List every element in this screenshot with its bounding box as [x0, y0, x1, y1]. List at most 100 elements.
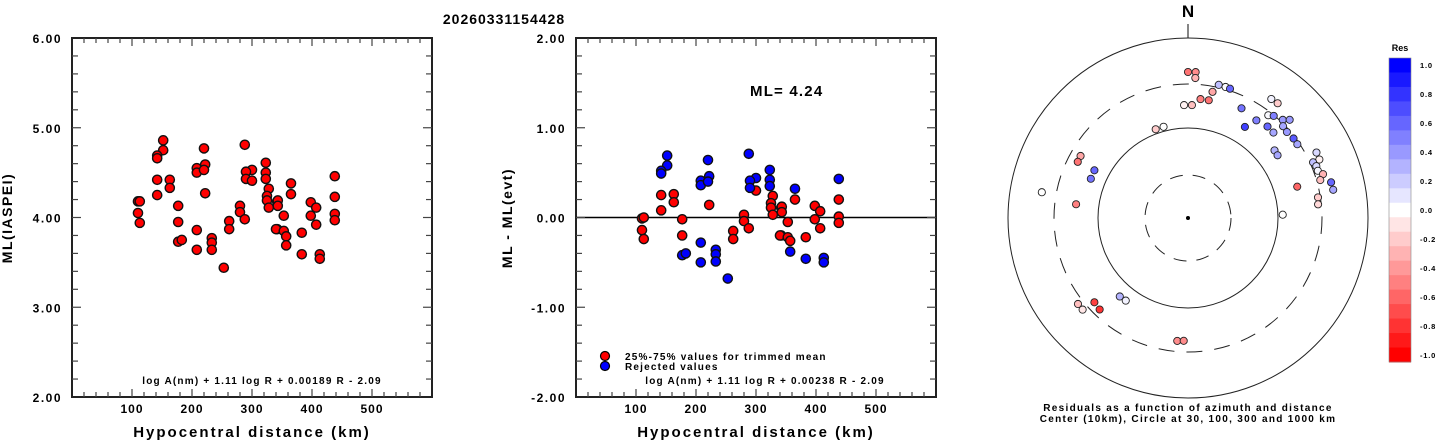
rejected-point — [764, 180, 776, 192]
colorbar-band — [1389, 188, 1411, 204]
colorbar-tick-label: 0.6 — [1420, 119, 1433, 128]
ml-point — [310, 202, 322, 213]
rejected-point — [818, 257, 830, 268]
figure-title: 20260331154428 — [443, 11, 565, 27]
x-tick-label: 300 — [240, 402, 263, 416]
ml-point — [239, 139, 251, 151]
station-marker — [1073, 157, 1082, 166]
trimmed-point — [789, 194, 801, 205]
station-marker — [1196, 95, 1205, 104]
station-marker — [1278, 210, 1287, 219]
center-dot — [1186, 216, 1190, 220]
station-marker — [1327, 178, 1336, 187]
rejected-point — [784, 246, 796, 257]
ml-point — [199, 187, 211, 199]
colorbar-band — [1389, 347, 1411, 363]
ml-point — [191, 224, 203, 236]
ml-point — [246, 175, 258, 187]
colorbar-band — [1389, 173, 1411, 189]
station-marker — [1090, 166, 1099, 175]
ml-point — [280, 231, 292, 242]
rejected-point — [661, 150, 673, 161]
ml-point — [285, 188, 297, 200]
ml-point — [239, 213, 251, 225]
ml-point — [172, 216, 184, 228]
colorbar-band — [1389, 159, 1411, 175]
trimmed-point — [655, 205, 667, 216]
colorbar-band — [1389, 115, 1411, 131]
station-marker — [1329, 185, 1338, 194]
colorbar-band — [1389, 130, 1411, 146]
caption-line-1: Residuals as a function of azimuth and d… — [1043, 403, 1332, 414]
station-marker — [1208, 87, 1217, 96]
data-points — [132, 135, 341, 274]
colorbar-tick-label: 0.8 — [1420, 90, 1433, 99]
ml-point — [314, 253, 326, 265]
ml-point — [272, 200, 284, 212]
colorbar-frame — [1388, 57, 1412, 363]
colorbar-band — [1389, 217, 1411, 233]
formula-label: log A(nm) + 1.11 log R + 0.00238 R - 2.0… — [645, 376, 884, 387]
ml-point — [260, 157, 272, 169]
ml-point — [157, 135, 169, 146]
y-tick-label: 5.00 — [33, 122, 62, 136]
trimmed-point — [738, 215, 750, 227]
colorbar-tick-label: -0.2 — [1420, 235, 1436, 244]
caption-line-2: Center (10km), Circle at 30, 100, 300 an… — [1040, 414, 1337, 425]
y-tick-label: 2.00 — [33, 391, 62, 405]
station-marker — [1252, 116, 1261, 125]
colorbar-bands — [1388, 57, 1412, 363]
axis-ticks — [576, 38, 936, 397]
trimmed-point — [833, 217, 845, 229]
ml-point — [296, 227, 308, 239]
colorbar-band — [1389, 304, 1411, 320]
colorbar-tick-label: -0.6 — [1420, 293, 1436, 302]
x-tick-label: 200 — [180, 402, 203, 416]
station-marker — [1269, 111, 1278, 120]
trimmed-point — [784, 235, 796, 247]
y-tick-labels: 2.00 3.00 4.00 5.00 6.00 — [33, 32, 62, 405]
ml-point — [191, 244, 203, 256]
ml-point — [305, 210, 317, 222]
ml-point — [329, 191, 341, 203]
residual-distance-plot: -2.00 -1.00 0.00 1.00 2.00 100 200 300 400 500 M… — [499, 32, 937, 441]
x-tick-labels: 100 200 300 400 500 — [624, 402, 887, 416]
station-marker — [1078, 305, 1087, 314]
station-marker — [1240, 122, 1249, 131]
ml-point — [285, 178, 297, 189]
station-marker — [1073, 299, 1083, 309]
station-marker — [1273, 99, 1282, 108]
x-tick-label: 500 — [864, 402, 887, 416]
y-axis-label: ML - ML(evt) — [499, 168, 515, 268]
station-marker — [1263, 122, 1272, 131]
rejected-point — [764, 164, 776, 176]
ml-point — [329, 170, 341, 182]
x-tick-label: 100 — [624, 402, 647, 416]
rejected-point — [722, 273, 734, 284]
y-tick-label: 2.00 — [537, 32, 566, 46]
trimmed-point — [743, 222, 755, 234]
station-marker — [1293, 182, 1302, 191]
station-marker — [1191, 73, 1200, 83]
ml-point — [151, 152, 163, 164]
station-marker — [1037, 188, 1046, 197]
rejected-point — [800, 253, 812, 265]
station-marker — [1115, 292, 1124, 301]
colorbar-tick-label: -1.0 — [1420, 351, 1436, 360]
ml-point — [260, 173, 272, 185]
station-marker — [1267, 94, 1276, 104]
ml-point — [134, 196, 146, 207]
colorbar-band — [1389, 202, 1411, 218]
ml-point — [329, 214, 341, 226]
ml-point — [172, 200, 184, 212]
y-tick-label: 4.00 — [33, 212, 62, 226]
station-marker — [1285, 115, 1294, 124]
y-tick-label: 6.00 — [33, 32, 62, 46]
y-tick-labels: -2.00 -1.00 0.00 1.00 2.00 — [531, 32, 566, 405]
ml-point — [134, 217, 146, 229]
y-axis-label: ML(IASPEI) — [0, 173, 15, 263]
ml-point — [176, 234, 188, 246]
ml-point — [206, 244, 218, 256]
rejected-point — [702, 176, 714, 187]
station-marker — [1273, 151, 1282, 160]
